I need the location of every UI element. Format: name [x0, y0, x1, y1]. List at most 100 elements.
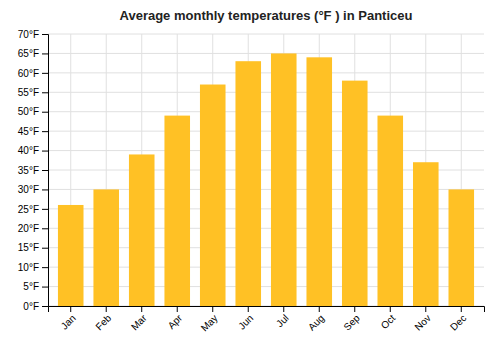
tick-label: Mar — [129, 312, 149, 332]
tick-mark — [212, 306, 213, 312]
tick: 15°F — [18, 242, 48, 253]
chart: 0°F 5°F 10°F 15°F 20°F 25°F 30°F 35°F 40°F 45°F 50… — [0, 0, 500, 350]
tick-label: Dec — [448, 312, 468, 332]
axis-line — [49, 307, 485, 313]
tick: 45°F — [18, 126, 48, 137]
tick-mark — [42, 73, 48, 74]
tick: Apr — [166, 306, 185, 331]
bar — [200, 85, 226, 306]
tick-label: Jul — [274, 312, 291, 329]
tick-label: Nov — [412, 312, 432, 332]
tick-mark — [425, 306, 426, 312]
tick: 60°F — [18, 68, 48, 79]
tick-mark — [42, 151, 48, 152]
tick: Dec — [448, 306, 468, 333]
x-axis: Jan Feb Mar Apr May Jun Jul Aug Sep Oct Nov Dec — [49, 306, 485, 334]
tick-label: Aug — [306, 312, 326, 332]
tick-label: 25°F — [18, 204, 39, 215]
tick-mark — [354, 306, 355, 312]
bar — [413, 162, 439, 306]
tick-mark — [283, 306, 284, 312]
grid-line — [48, 131, 484, 132]
tick: 20°F — [18, 223, 48, 234]
tick-label: Feb — [93, 312, 113, 332]
tick-label: 30°F — [18, 184, 39, 195]
tick: 5°F — [23, 281, 48, 292]
grid — [48, 34, 484, 306]
tick: May — [199, 306, 220, 334]
bar — [58, 205, 84, 306]
tick: Mar — [129, 306, 149, 332]
grid-line — [48, 53, 484, 54]
tick-mark — [461, 306, 462, 312]
tick-label: Jan — [59, 312, 78, 331]
tick-mark — [390, 306, 391, 312]
bar — [235, 61, 261, 306]
tick-mark — [42, 131, 48, 132]
tick-label: 35°F — [18, 165, 39, 176]
tick-label: 65°F — [18, 48, 39, 59]
tick-mark — [42, 228, 48, 229]
tick: 65°F — [18, 48, 48, 59]
tick-label: Oct — [379, 312, 398, 331]
tick-mark — [42, 267, 48, 268]
bar — [377, 116, 403, 306]
grid-line — [48, 92, 484, 93]
tick-label: 15°F — [18, 242, 39, 253]
tick-label: 10°F — [18, 262, 39, 273]
tick-label: Jun — [236, 312, 255, 331]
tick-label: 50°F — [18, 106, 39, 117]
bar — [129, 154, 155, 306]
grid-line — [48, 111, 484, 112]
bar — [164, 116, 190, 306]
tick-mark — [42, 287, 48, 288]
tick: Jul — [274, 306, 291, 329]
tick: Feb — [93, 306, 113, 332]
tick: 10°F — [18, 262, 48, 273]
bar — [93, 189, 119, 306]
bar — [306, 57, 332, 306]
grid-line — [48, 150, 484, 151]
tick-mark — [42, 112, 48, 113]
tick-mark — [42, 34, 48, 35]
tick-label: May — [199, 312, 220, 333]
tick-mark — [42, 209, 48, 210]
tick-mark — [141, 306, 142, 312]
tick: 40°F — [18, 145, 48, 156]
tick-label: 0°F — [23, 301, 39, 312]
tick-mark — [42, 53, 48, 54]
tick-label: 40°F — [18, 145, 39, 156]
tick-mark — [42, 92, 48, 93]
tick: Nov — [412, 306, 432, 333]
tick-mark — [248, 306, 249, 312]
plot-area — [58, 53, 474, 306]
y-axis: 0°F 5°F 10°F 15°F 20°F 25°F 30°F 35°F 40°F 45°F 50… — [18, 29, 49, 312]
bar — [271, 53, 297, 306]
bar — [342, 81, 368, 306]
tick: 50°F — [18, 106, 48, 117]
title: Average monthly temperatures (°F ) in Pa… — [120, 8, 413, 23]
grid-line — [48, 72, 484, 73]
tick-label: Sep — [341, 312, 362, 333]
tick: 55°F — [18, 87, 48, 98]
tick: Aug — [306, 306, 326, 333]
tick-mark — [319, 306, 320, 312]
tick-mark — [42, 170, 48, 171]
axis-line — [42, 35, 49, 307]
tick: Oct — [379, 306, 398, 331]
tick-label: 45°F — [18, 126, 39, 137]
tick-label: Apr — [166, 312, 185, 331]
tick-label: 70°F — [18, 29, 39, 40]
tick: 35°F — [18, 165, 48, 176]
tick-label: 55°F — [18, 87, 39, 98]
tick-mark — [177, 306, 178, 312]
bar — [448, 189, 474, 306]
tick-mark — [106, 306, 107, 312]
tick: 0°F — [23, 301, 48, 312]
tick: 30°F — [18, 184, 48, 195]
tick: Sep — [341, 306, 362, 333]
tick-mark — [42, 306, 48, 307]
grid-line — [48, 34, 484, 35]
tick-mark — [42, 248, 48, 249]
tick: Jan — [59, 306, 78, 332]
